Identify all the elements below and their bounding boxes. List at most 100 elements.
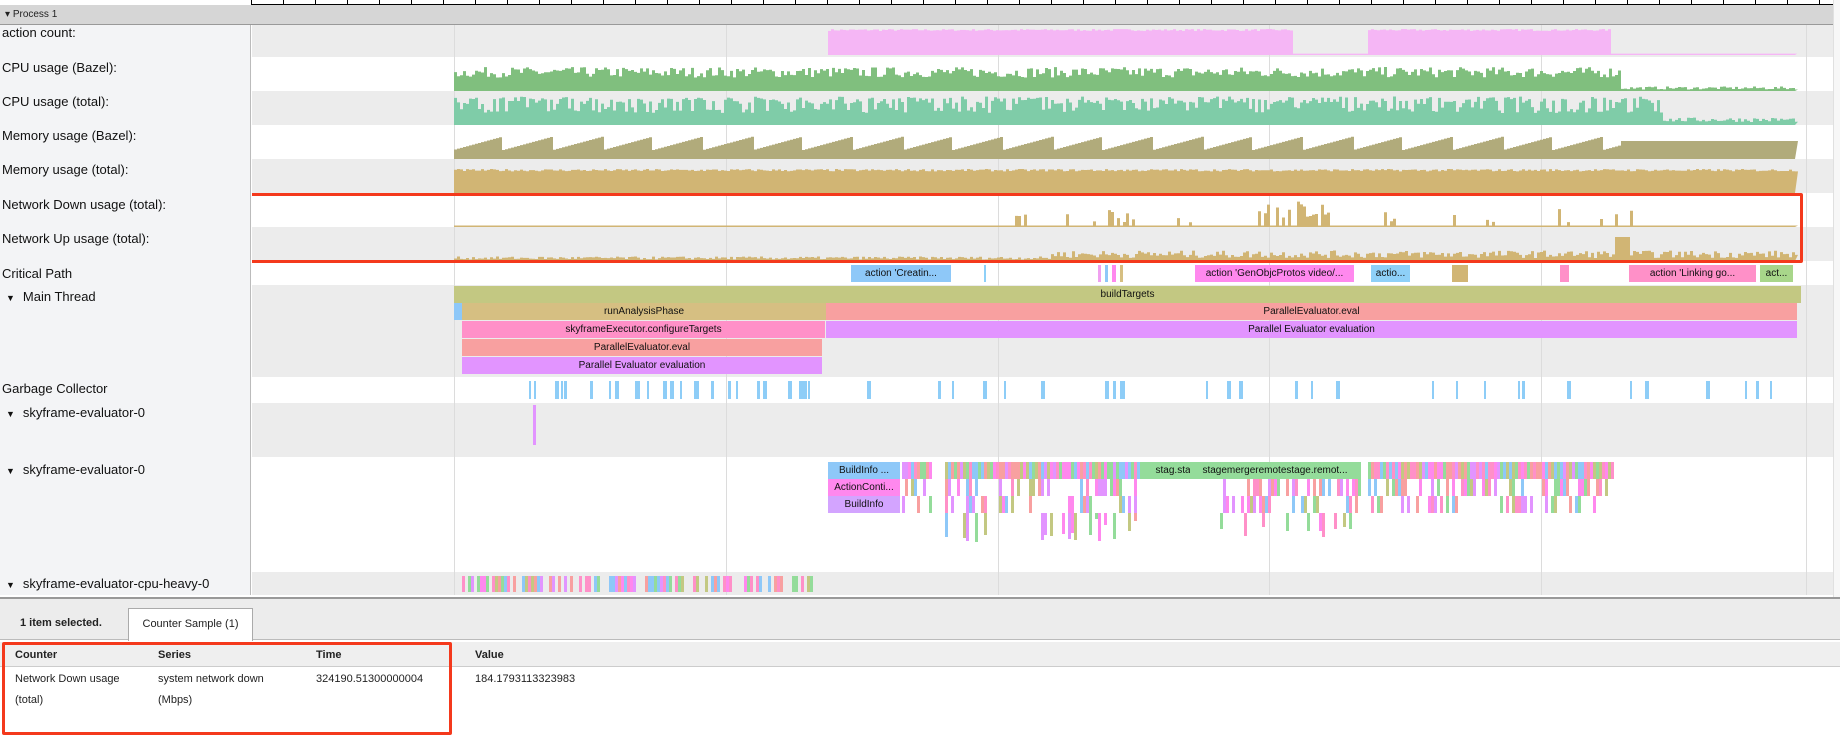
- skyframe-event[interactable]: [945, 479, 948, 496]
- skyframe-event[interactable]: [1485, 462, 1488, 479]
- skyframe-event[interactable]: [923, 462, 926, 479]
- skyframe-cpu-heavy-event[interactable]: [768, 576, 771, 592]
- skyframe-event[interactable]: [1098, 513, 1101, 541]
- skyframe-event[interactable]: [1377, 462, 1380, 479]
- skyframe-event[interactable]: [1386, 479, 1389, 496]
- skyframe-event[interactable]: [1271, 479, 1274, 496]
- skyframe-cpu-heavy-event[interactable]: [552, 576, 555, 592]
- vertical-scrollbar[interactable]: [1833, 0, 1840, 597]
- skyframe-event[interactable]: [1512, 479, 1515, 496]
- skyframe-event[interactable]: [1593, 496, 1596, 513]
- skyframe-event[interactable]: [1346, 479, 1349, 496]
- skyframe-event[interactable]: [1554, 496, 1557, 513]
- critical-path-action[interactable]: [1452, 265, 1468, 282]
- skyframe-event[interactable]: [1461, 479, 1464, 496]
- skyframe-event[interactable]: [957, 462, 960, 479]
- skyframe-event[interactable]: [951, 462, 954, 479]
- skyframe-event[interactable]: [1349, 513, 1352, 529]
- skyframe-event[interactable]: [1313, 479, 1316, 496]
- slice-build-targets[interactable]: buildTargets: [454, 286, 1801, 303]
- skyframe-cpu-heavy-event[interactable]: [486, 576, 489, 592]
- skyframe-event[interactable]: [1485, 479, 1488, 496]
- gc-event[interactable]: [1455, 381, 1458, 399]
- slice-run-analysis[interactable]: runAnalysisPhase: [462, 303, 826, 320]
- skyframe-cpu-heavy-event[interactable]: [810, 576, 813, 592]
- skyframe-event[interactable]: [960, 462, 963, 479]
- skyframe-cpu-heavy-event[interactable]: [669, 576, 672, 592]
- skyframe-event[interactable]: [1032, 479, 1035, 496]
- skyframe-event[interactable]: [966, 496, 969, 513]
- gc-event[interactable]: [807, 381, 810, 399]
- slice-pe-evaluation[interactable]: Parallel Evaluator evaluation: [462, 357, 822, 374]
- counter-series-6[interactable]: [454, 237, 1798, 261]
- gc-event[interactable]: [1295, 381, 1299, 399]
- skyframe-event[interactable]: [1455, 462, 1458, 479]
- skyframe-event[interactable]: [1392, 462, 1395, 479]
- gc-event[interactable]: [1569, 381, 1572, 399]
- skyframe-event[interactable]: [1473, 479, 1476, 496]
- skyframe-event[interactable]: [1551, 462, 1554, 479]
- skyframe-event[interactable]: [1368, 462, 1371, 479]
- skyframe-event[interactable]: [1488, 462, 1491, 479]
- skyframe-event[interactable]: [1068, 496, 1071, 513]
- skyframe-event[interactable]: [1425, 462, 1428, 479]
- track-label-skyframe-0a[interactable]: ▼ skyframe-evaluator-0: [2, 405, 145, 420]
- skyframe-event[interactable]: [972, 462, 975, 479]
- skyframe-event[interactable]: [1419, 462, 1422, 479]
- skyframe-event[interactable]: [1434, 496, 1437, 513]
- skyframe-event[interactable]: [999, 462, 1002, 479]
- skyframe-event[interactable]: [1020, 462, 1023, 479]
- skyframe-event[interactable]: [1410, 462, 1413, 479]
- skyframe-event[interactable]: [1374, 462, 1377, 479]
- skyframe-cpu-heavy-event[interactable]: [633, 576, 636, 592]
- skyframe-cpu-heavy-event[interactable]: [501, 576, 504, 592]
- gc-event[interactable]: [763, 381, 767, 399]
- gc-event[interactable]: [1745, 381, 1748, 399]
- skyframe-cpu-heavy-event[interactable]: [624, 576, 627, 592]
- skyframe-event[interactable]: [969, 462, 972, 479]
- skyframe-event[interactable]: [914, 462, 917, 479]
- skyframe-event[interactable]: [1551, 496, 1554, 513]
- skyframe-event[interactable]: [1080, 496, 1083, 513]
- skyframe-event[interactable]: [1371, 462, 1374, 479]
- gc-event[interactable]: [1227, 381, 1232, 399]
- skyframe-event[interactable]: [1581, 479, 1584, 496]
- skyframe-event[interactable]: [1587, 462, 1590, 479]
- skyframe-event[interactable]: [1059, 462, 1062, 479]
- skyframe-cpu-heavy-event[interactable]: [498, 576, 501, 592]
- skyframe-cpu-heavy-event[interactable]: [807, 576, 810, 592]
- skyframe-event[interactable]: [1536, 462, 1539, 479]
- gc-event[interactable]: [1205, 381, 1208, 399]
- skyframe-event[interactable]: [1380, 462, 1383, 479]
- skyframe-event[interactable]: [1539, 462, 1542, 479]
- skyframe-event[interactable]: [1128, 513, 1131, 531]
- gc-event[interactable]: [672, 381, 675, 399]
- skyframe-event[interactable]: [1071, 462, 1074, 479]
- skyframe-event[interactable]: [1005, 496, 1008, 513]
- gc-event[interactable]: [670, 381, 673, 399]
- skyframe-event[interactable]: [1578, 462, 1581, 479]
- skyframe-cpu-heavy-event[interactable]: [711, 576, 714, 592]
- counter-series-5[interactable]: [454, 201, 1798, 227]
- skyframe-event[interactable]: [1599, 462, 1602, 479]
- skyframe-event[interactable]: [1506, 496, 1509, 513]
- skyframe-event[interactable]: [993, 462, 996, 479]
- skyframe-event[interactable]: [1500, 496, 1503, 513]
- skyframe-event[interactable]: [1256, 479, 1259, 496]
- skyframe-cpu-heavy-event[interactable]: [618, 576, 621, 592]
- skyframe-cpu-heavy-event[interactable]: [609, 576, 612, 592]
- skyframe-event[interactable]: [1452, 462, 1455, 479]
- skyframe-cpu-heavy-event[interactable]: [525, 576, 528, 592]
- skyframe-cpu-heavy-event[interactable]: [693, 576, 696, 592]
- skyframe-cpu-heavy-event[interactable]: [597, 576, 600, 592]
- skyframe-event[interactable]: [1494, 479, 1497, 496]
- skyframe-event[interactable]: [1232, 496, 1235, 513]
- skyframe-event[interactable]: [1316, 496, 1319, 513]
- skyframe-event[interactable]: [1011, 496, 1014, 513]
- skyframe-event[interactable]: [1029, 462, 1032, 479]
- skyframe-event[interactable]: [1062, 462, 1065, 479]
- skyframe-event[interactable]: [1545, 479, 1548, 496]
- critical-path-action[interactable]: action 'Linking go...: [1629, 265, 1756, 282]
- skyframe-event[interactable]: [1122, 496, 1125, 513]
- skyframe-event[interactable]: [911, 462, 914, 479]
